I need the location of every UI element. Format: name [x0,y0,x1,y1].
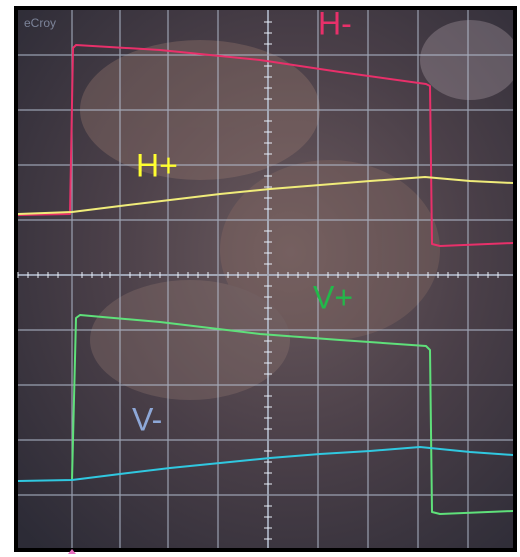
oscilloscope-photo: eCroy H- H+ V+ V- [0,0,520,557]
brand-label: eCroy [24,16,56,30]
trace-label: V+ [313,279,353,315]
trace-label: V- [132,401,162,437]
page: eCroy H- H+ V+ V- (() => { const data = … [0,0,520,557]
trace-label: H+ [136,147,178,183]
trace-label: H- [318,5,352,41]
